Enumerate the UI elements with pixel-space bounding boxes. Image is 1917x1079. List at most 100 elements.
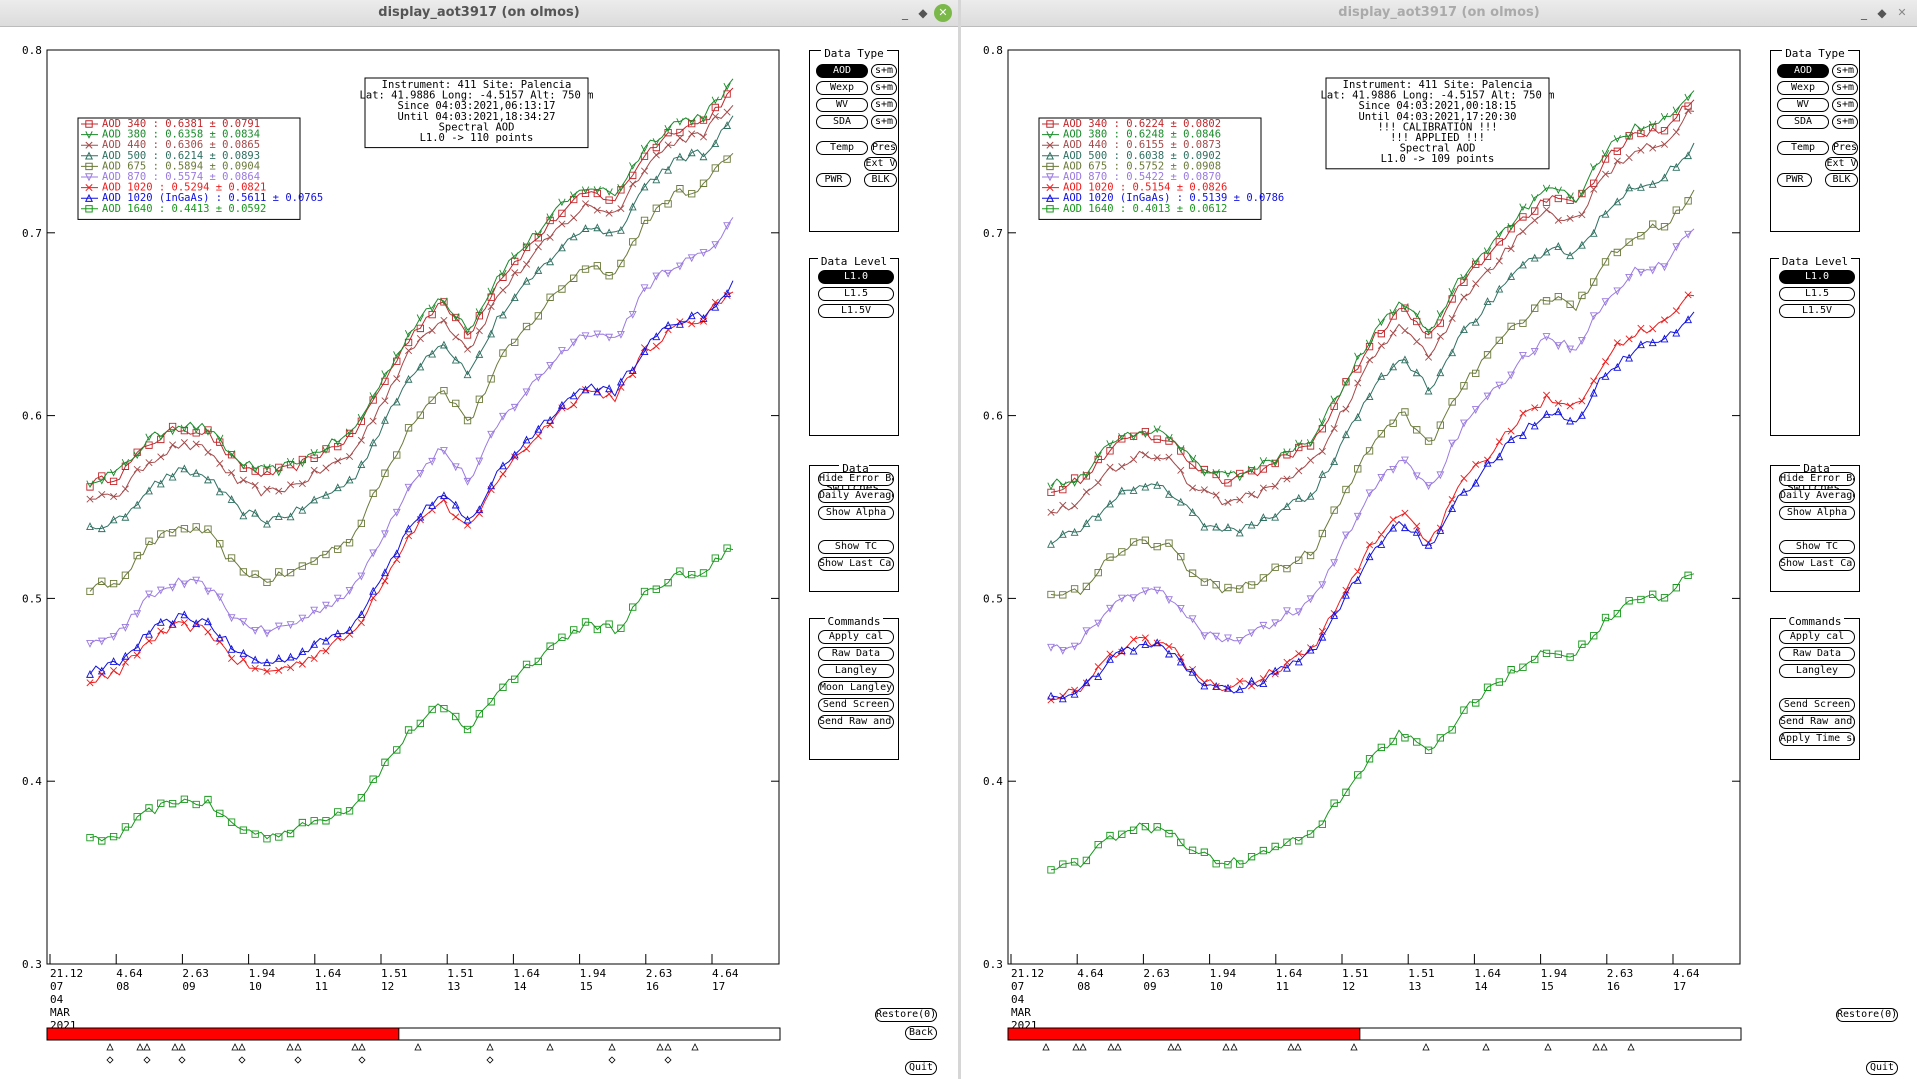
close-button[interactable]: ✕ [1897, 6, 1907, 19]
switch-daily-averages-button[interactable]: Daily Averages [818, 489, 894, 503]
pwr-button[interactable]: PWR [816, 173, 851, 187]
legend-marker [85, 205, 93, 213]
level-l1-5v-button[interactable]: L1.5V [1779, 304, 1855, 318]
data-type-wv-button[interactable]: WV [1777, 98, 1829, 112]
info-line: Since 04:03:2021,00:18:15 [1358, 100, 1516, 112]
command-send-screen-button[interactable]: Send Screen [1779, 698, 1855, 712]
legend-entry: AOD 870 : 0.5574 ± 0.0864 [102, 171, 260, 183]
blk-button[interactable]: BLK [1825, 173, 1858, 187]
command-raw-data-button[interactable]: Raw Data [818, 647, 894, 661]
maximize-button[interactable]: ◆ [1877, 6, 1887, 20]
blk-button[interactable]: BLK [864, 173, 897, 187]
pwr-button[interactable]: PWR [1777, 173, 1812, 187]
level-l1-5-button[interactable]: L1.5 [1779, 287, 1855, 301]
data-type-sm-button[interactable]: s+m [871, 64, 897, 78]
x-tick-label-top: 1.94 [580, 967, 607, 980]
switch-show-last-cal-button[interactable]: Show Last Cal [1779, 557, 1855, 571]
data-type-sm-button[interactable]: s+m [871, 115, 897, 129]
minimize-button[interactable]: _ [902, 6, 908, 20]
temp-button[interactable]: Temp [1777, 141, 1829, 155]
data-type-sm-button[interactable]: s+m [1832, 115, 1858, 129]
close-button[interactable]: ✕ [934, 4, 952, 22]
command-send-screen-button[interactable]: Send Screen [818, 698, 894, 712]
maximize-button[interactable]: ◆ [918, 6, 928, 20]
ext-v-button[interactable]: Ext V [1825, 157, 1858, 171]
data-type-wexp-button[interactable]: Wexp [1777, 81, 1829, 95]
quit-button[interactable]: Quit [905, 1061, 937, 1075]
pres-button[interactable]: Pres [1832, 141, 1858, 155]
switch-show-tc-button[interactable]: Show TC [1779, 540, 1855, 554]
switch-show-last-cal-button[interactable]: Show Last Cal [818, 557, 894, 571]
time-marker [358, 1056, 366, 1064]
time-marker [178, 1043, 186, 1051]
data-type-sm-button[interactable]: s+m [871, 98, 897, 112]
command-langley-button[interactable]: Langley [1779, 664, 1855, 678]
data-type-sda-button[interactable]: SDA [1777, 115, 1829, 129]
data-type-sda-button[interactable]: SDA [816, 115, 868, 129]
x-tick-label-bottom: 17 [712, 980, 725, 993]
series-markers [86, 289, 732, 678]
time-marker [106, 1043, 114, 1051]
data-type-sm-button[interactable]: s+m [1832, 64, 1858, 78]
data-type-wexp-button[interactable]: Wexp [816, 81, 868, 95]
restore-button[interactable]: Restore(0) [1836, 1008, 1898, 1022]
pres-button[interactable]: Pres [871, 141, 897, 155]
legend-marker [85, 162, 93, 171]
command-apply-time-shift-button[interactable]: Apply Time shift [1779, 732, 1855, 746]
series-markers [86, 155, 731, 596]
series-line [1050, 110, 1695, 514]
x-tick-label-bottom: 10 [1210, 980, 1223, 993]
command-apply-cal-button[interactable]: Apply cal [1779, 630, 1855, 644]
switch-show-alpha-button[interactable]: Show Alpha [818, 506, 894, 520]
series-aod-1640 [1047, 571, 1695, 874]
quit-button[interactable]: Quit [1866, 1061, 1898, 1075]
command-raw-data-button[interactable]: Raw Data [1779, 647, 1855, 661]
series-markers [1047, 151, 1693, 548]
command-send-raw-and-aod-button[interactable]: Send Raw and AOD [818, 715, 894, 729]
data-type-wv-button[interactable]: WV [816, 98, 868, 112]
switch-show-tc-button[interactable]: Show TC [818, 540, 894, 554]
switch-hide-error-bars-button[interactable]: Hide Error Bars [818, 472, 894, 486]
y-tick-label: 0.5 [22, 592, 42, 605]
x-tick-label-top: 4.64 [712, 967, 739, 980]
legend-marker [85, 184, 93, 192]
x-tick-label-top: 1.51 [381, 967, 408, 980]
title-bar: display_aot3917 (on olmos) _ ◆ ✕ [0, 0, 958, 27]
legend-marker [1046, 131, 1054, 139]
info-box [364, 77, 589, 149]
temp-button[interactable]: Temp [816, 141, 868, 155]
info-line: Lat: 41.9886 Long: -4.5157 Alt: 750 m [360, 90, 594, 102]
command-apply-cal-button[interactable]: Apply cal [818, 630, 894, 644]
switch-daily-averages-button[interactable]: Daily Averages [1779, 489, 1855, 503]
series-line [89, 87, 734, 488]
x-tick-label-bottom: 07 [50, 980, 63, 993]
series-aod-1020-ingaas- [1047, 311, 1695, 703]
data-type-aod-button[interactable]: AOD [1777, 64, 1829, 78]
switch-hide-error-bars-button[interactable]: Hide Error Bars [1779, 472, 1855, 486]
time-marker [294, 1056, 302, 1064]
command-moon-langley-button[interactable]: Moon Langley [818, 681, 894, 695]
commands-group: Commands Apply cal Raw Data Langley Moon Lan… [809, 615, 899, 760]
command-send-raw-and-aod-button[interactable]: Send Raw and AOD [1779, 715, 1855, 729]
date-label: MAR [50, 1006, 70, 1019]
restore-button[interactable]: Restore(0) [875, 1008, 937, 1022]
level-l1-0-button[interactable]: L1.0 [1779, 270, 1855, 284]
series-aod-500 [86, 115, 734, 533]
level-l1-5-button[interactable]: L1.5 [818, 287, 894, 301]
data-type-sm-button[interactable]: s+m [1832, 81, 1858, 95]
back-button[interactable]: Back [905, 1026, 937, 1040]
ext-v-button[interactable]: Ext V [864, 157, 897, 171]
time-marker [608, 1056, 616, 1064]
data-type-sm-button[interactable]: s+m [1832, 98, 1858, 112]
time-marker [171, 1043, 179, 1051]
data-type-aod-button[interactable]: AOD [816, 64, 868, 78]
command-langley-button[interactable]: Langley [818, 664, 894, 678]
minimize-button[interactable]: _ [1861, 6, 1867, 20]
x-tick-label-top: 1.94 [249, 967, 276, 980]
data-type-sm-button[interactable]: s+m [871, 81, 897, 95]
series-line [1050, 311, 1695, 700]
level-l1-0-button[interactable]: L1.0 [818, 270, 894, 284]
level-l1-5v-button[interactable]: L1.5V [818, 304, 894, 318]
time-marker [238, 1043, 246, 1051]
switch-show-alpha-button[interactable]: Show Alpha [1779, 506, 1855, 520]
